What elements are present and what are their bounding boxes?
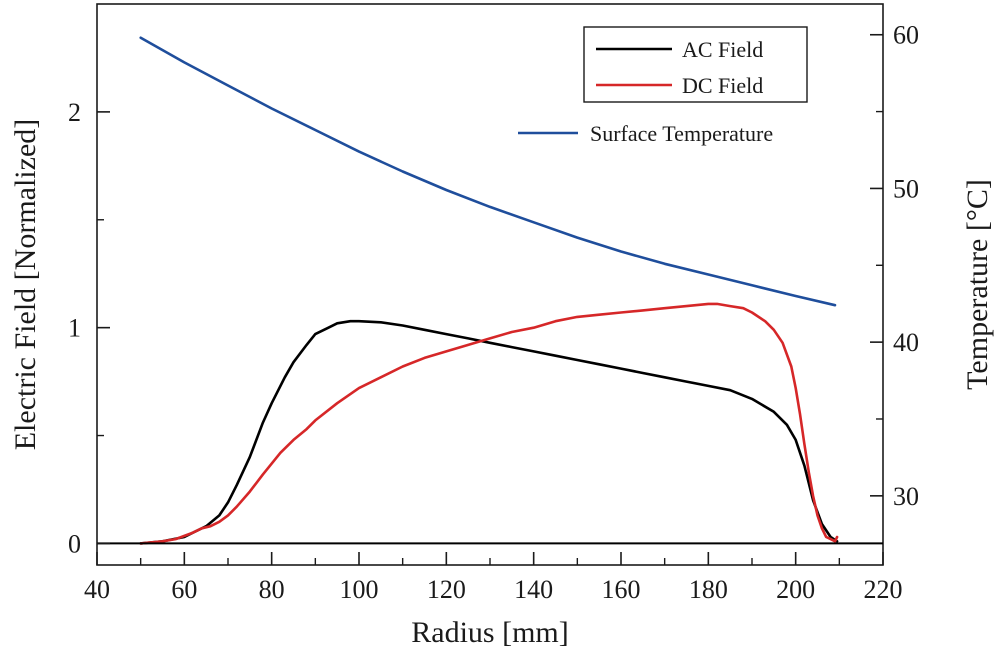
x-tick-label: 60 xyxy=(171,575,197,604)
x-axis-ticks: 40 60 80 100 120 140 160 180 200 220 xyxy=(84,552,903,604)
x-tick-label: 140 xyxy=(514,575,553,604)
right-y-axis-title: Temperature [°C] xyxy=(961,179,994,390)
x-tick-label: 80 xyxy=(259,575,285,604)
x-tick-label: 160 xyxy=(602,575,641,604)
x-tick-label: 200 xyxy=(776,575,815,604)
legend-label-surface-temperature: Surface Temperature xyxy=(590,121,773,146)
y2-tick-label: 50 xyxy=(893,174,919,203)
x-tick-label: 180 xyxy=(689,575,728,604)
legend-box xyxy=(583,26,808,103)
x-tick-label: 220 xyxy=(864,575,903,604)
legend-label-dc-field: DC Field xyxy=(682,73,763,98)
series-line-surface-temperature xyxy=(139,36,837,307)
legend-label-ac-field: AC Field xyxy=(682,37,763,62)
right-y-axis-ticks: 30 40 50 60 xyxy=(870,21,919,511)
left-y-axis-title: Electric Field [Normalized] xyxy=(9,119,42,451)
x-tick-label: 100 xyxy=(340,575,379,604)
left-y-axis-ticks: 0 1 2 xyxy=(68,98,110,558)
x-axis-title: Radius [mm] xyxy=(411,616,569,649)
x-tick-label: 120 xyxy=(427,575,466,604)
y-tick-label: 0 xyxy=(68,529,81,558)
y2-tick-label: 60 xyxy=(893,21,919,50)
y2-tick-label: 40 xyxy=(893,328,919,357)
series-line-dc-field xyxy=(139,302,839,545)
legend: AC Field DC Field Surface Temperature xyxy=(518,26,808,146)
series-layer xyxy=(139,36,839,545)
y2-tick-label: 30 xyxy=(893,482,919,511)
y-tick-label: 2 xyxy=(68,98,81,127)
series-line-ac-field xyxy=(139,319,839,545)
y-tick-label: 1 xyxy=(68,314,81,343)
x-tick-label: 40 xyxy=(84,575,110,604)
